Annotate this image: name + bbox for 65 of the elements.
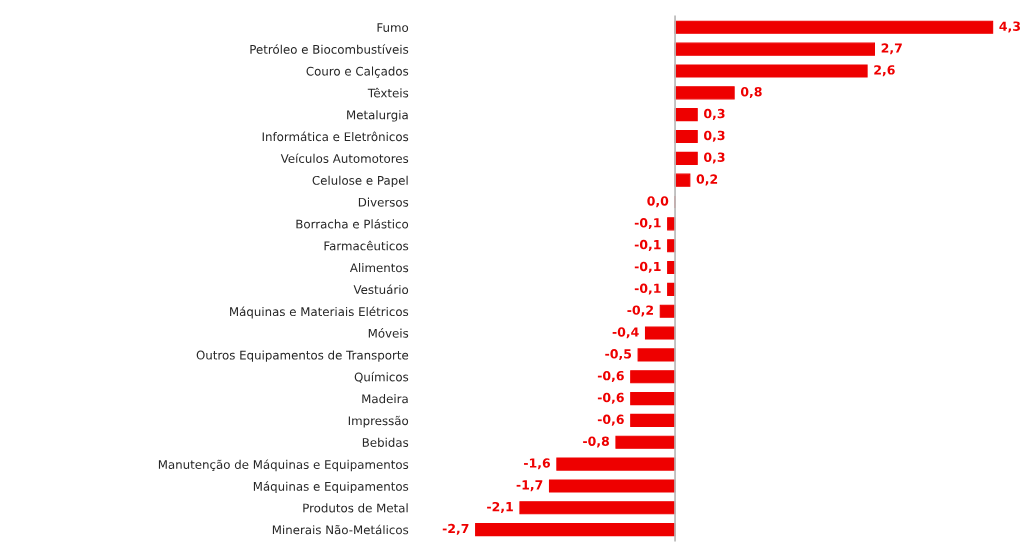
data-label: -0,5 [605, 349, 632, 361]
data-label: 0,3 [704, 130, 725, 142]
bar [630, 370, 676, 384]
y-tick-label: Minerais Não-Metálicos [272, 524, 409, 535]
data-label: 0,3 [704, 152, 725, 164]
y-tick-label: Couro e Calçados [306, 66, 409, 78]
bar [674, 151, 698, 165]
data-label: -0,1 [634, 218, 661, 230]
y-tick-label: Impressão [348, 415, 409, 428]
y-tick-label: Máquinas e Equipamentos [253, 481, 409, 494]
bar [674, 129, 698, 144]
data-label: -0,8 [583, 436, 609, 448]
bar [475, 523, 676, 537]
data-label: 0,0 [647, 196, 669, 208]
data-label: 4,3 [999, 21, 1020, 33]
y-tick-label: Diversos [358, 197, 409, 207]
data-label: -0,6 [597, 370, 624, 382]
y-tick-label: Metalurgia [347, 110, 408, 122]
data-label: -0,6 [597, 414, 624, 426]
y-tick-label: Máquinas e Materiais Elétricos [230, 306, 409, 319]
bar [674, 42, 876, 56]
data-label: 0,2 [696, 174, 718, 186]
y-tick-label: Madeira [362, 394, 408, 404]
data-label: 0,3 [704, 108, 725, 120]
y-tick-label: Químicos [354, 371, 409, 383]
bar [644, 326, 676, 340]
y-tick-label: Manutenção de Máquinas e Equipamentos [158, 459, 409, 472]
data-label: -0,1 [634, 283, 661, 295]
bar [556, 457, 676, 471]
data-label: -0,6 [597, 392, 624, 404]
y-tick-label: Alimentos [349, 263, 409, 273]
y-tick-label: Têxteis [367, 87, 409, 98]
bar [674, 64, 868, 78]
y-tick-label: Petróleo e Biocombustíveis [250, 44, 409, 54]
bar [630, 392, 676, 406]
bar [548, 479, 676, 493]
data-label: 0,8 [740, 86, 762, 99]
data-label: -2,7 [442, 523, 469, 535]
data-label: -0,2 [627, 305, 653, 317]
y-tick-label: Outros Equipamentos de Transporte [196, 350, 409, 362]
data-label: -2,1 [487, 501, 513, 513]
data-label: 2,6 [874, 65, 895, 77]
y-tick-label: Veículos Automotores [280, 153, 409, 163]
y-tick-label: Borracha e Plástico [296, 218, 409, 229]
bar [630, 413, 676, 427]
y-tick-label: Celulose e Papel [312, 175, 408, 188]
bar [615, 435, 676, 449]
y-tick-label: Farmacêuticos [324, 240, 409, 251]
bar [519, 501, 676, 515]
data-label: -0,1 [634, 239, 661, 251]
data-label: -0,1 [634, 261, 661, 273]
bar [674, 20, 994, 34]
y-tick-label: Vestuário [353, 284, 409, 295]
y-tick-label: Móveis [368, 328, 409, 338]
data-label: -0,4 [612, 327, 639, 339]
y-tick-label: Fumo [377, 23, 409, 32]
data-label: 2,7 [881, 43, 902, 55]
y-tick-label: Bebidas [362, 437, 409, 447]
data-label: -1,7 [516, 480, 543, 492]
bar [674, 86, 735, 100]
y-tick-label: Produtos de Metal [303, 503, 408, 513]
data-label: -1,6 [524, 458, 551, 470]
y-tick-label: Informática e Eletrônicos [262, 131, 409, 142]
bar [674, 108, 698, 122]
bar [637, 348, 676, 362]
